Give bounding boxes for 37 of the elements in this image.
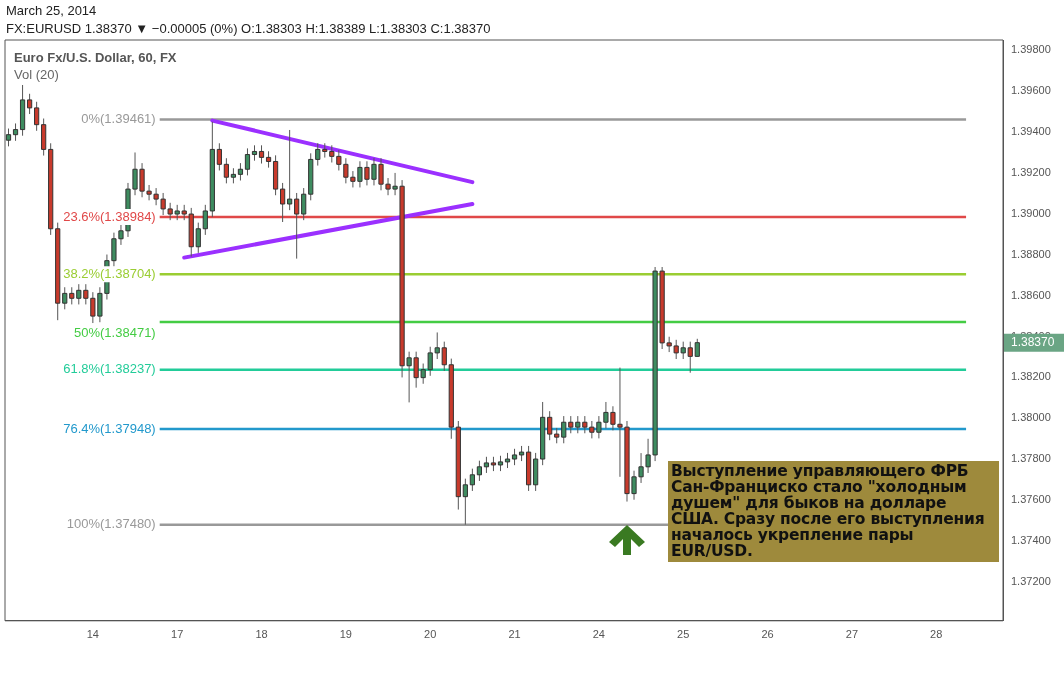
annotation: Выступление управляющего ФРБ Сан-Франциско стало "холодным душем" для быков на долларе США. Сразу после его выступления началось укрепление пары EUR/USD. <box>668 461 999 562</box>
y-tick-label: 1.39600 <box>1011 84 1051 97</box>
y-tick-label: 1.37200 <box>1011 574 1051 587</box>
x-tick-label: 17 <box>171 628 184 641</box>
ref-line-label: 23.6%(1.38984) <box>63 208 156 224</box>
chart-title: March 25, 2014 <box>6 3 97 18</box>
ref-line-label: 0%(1.39461) <box>81 111 156 127</box>
x-tick-label: 21 <box>508 628 521 641</box>
x-tick-label: 20 <box>424 628 437 641</box>
y-tick-label: 1.37800 <box>1011 452 1051 465</box>
y-tick-label: 1.37600 <box>1011 493 1051 506</box>
y-tick-label: 1.38800 <box>1011 247 1051 260</box>
ref-line-label: 76.4%(1.37948) <box>63 420 156 436</box>
ref-line-label: 100%(1.37480) <box>66 516 156 532</box>
annotation: Vol (20) <box>14 67 59 82</box>
chart-subtitle: FX:EURUSD 1.38370 ▼ −0.00005 (0%) O:1.38303 H:1.38389 L:1.38303 C:1.38370 <box>6 21 491 36</box>
y-tick-label: 1.38200 <box>1011 370 1051 383</box>
x-tick-label: 19 <box>339 628 352 641</box>
ref-line-label: 38.2%(1.38704) <box>63 265 156 281</box>
y-tick-label: 1.39400 <box>1011 125 1051 138</box>
x-tick-label: 26 <box>761 628 774 641</box>
x-tick-label: 28 <box>930 628 943 641</box>
x-tick-label: 24 <box>592 628 606 641</box>
y-tick-label: 1.38600 <box>1011 288 1051 301</box>
ref-line-label: 61.8%(1.38237) <box>63 361 156 377</box>
text: 1.38370 <box>1011 334 1055 349</box>
y-tick-label: 1.39800 <box>1011 43 1051 56</box>
annotation: Euro Fx/U.S. Dollar, 60, FX <box>14 50 177 65</box>
ref-line-label: 50%(1.38471) <box>74 324 156 340</box>
y-tick-label: 1.38000 <box>1011 411 1051 424</box>
y-tick-label: 1.37400 <box>1011 534 1051 547</box>
y-tick-label: 1.39000 <box>1011 206 1051 219</box>
y-tick-label: 1.39200 <box>1011 165 1051 178</box>
x-tick-label: 18 <box>255 628 268 641</box>
x-tick-label: 27 <box>845 628 859 641</box>
x-tick-label: 14 <box>86 628 99 641</box>
x-tick-label: 25 <box>677 628 690 641</box>
